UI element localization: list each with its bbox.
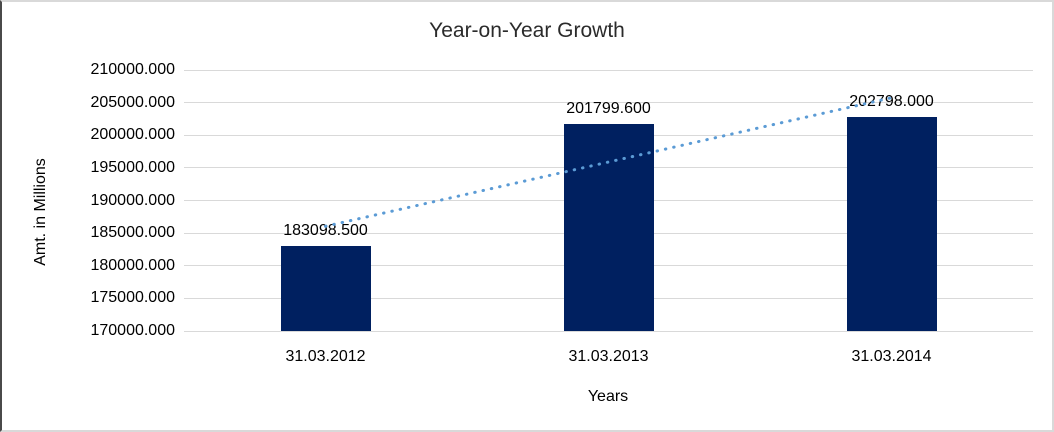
trendline-path	[324, 96, 893, 228]
x-tick-label: 31.03.2013	[568, 348, 649, 365]
y-tick-label: 175000.000	[90, 289, 175, 307]
y-tick-label: 190000.000	[90, 191, 175, 209]
bar-value-label: 202798.000	[849, 92, 934, 110]
y-tick-label: 205000.000	[90, 93, 175, 111]
y-tick-label: 210000.000	[90, 61, 175, 78]
x-axis-title: Years	[587, 388, 629, 405]
trendline	[324, 96, 893, 228]
y-tick-label: 200000.000	[90, 126, 175, 144]
bar-value-label: 201799.600	[566, 99, 651, 117]
gridline	[184, 330, 1033, 332]
bar-31.03.2012	[280, 245, 371, 331]
y-tick-label: 170000.000	[90, 322, 175, 339]
y-tick-label: 180000.000	[90, 256, 175, 274]
x-tick-label: 31.03.2014	[851, 348, 932, 365]
x-tick-label: 31.03.2012	[285, 348, 366, 365]
y-tick-label: 195000.000	[90, 158, 175, 176]
gridline	[184, 69, 1033, 71]
y-tick-label: 185000.000	[90, 224, 175, 242]
bar-31.03.2014	[846, 116, 937, 331]
bar-value-label: 183098.500	[283, 221, 368, 239]
gridline	[184, 102, 1033, 104]
bar-31.03.2013	[563, 123, 654, 331]
chart-title: Year-on-Year Growth	[429, 19, 625, 42]
